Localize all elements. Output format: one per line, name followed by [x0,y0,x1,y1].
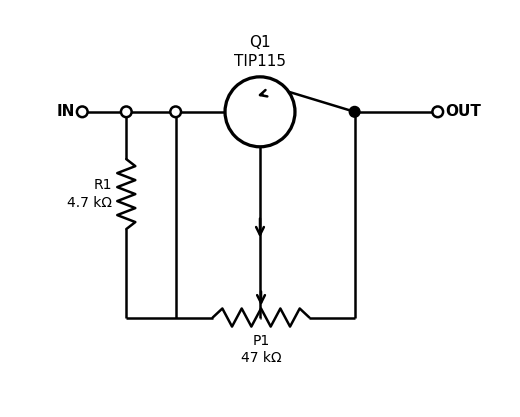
Circle shape [225,77,295,147]
Circle shape [121,106,132,117]
Text: R1
4.7 kΩ: R1 4.7 kΩ [67,178,112,210]
Circle shape [77,106,87,117]
Circle shape [171,106,181,117]
Circle shape [433,106,443,117]
Text: IN: IN [57,104,75,119]
Circle shape [349,106,360,117]
Text: OUT: OUT [445,104,481,119]
Text: Q1
TIP115: Q1 TIP115 [234,35,286,69]
Text: P1
47 kΩ: P1 47 kΩ [241,334,281,365]
